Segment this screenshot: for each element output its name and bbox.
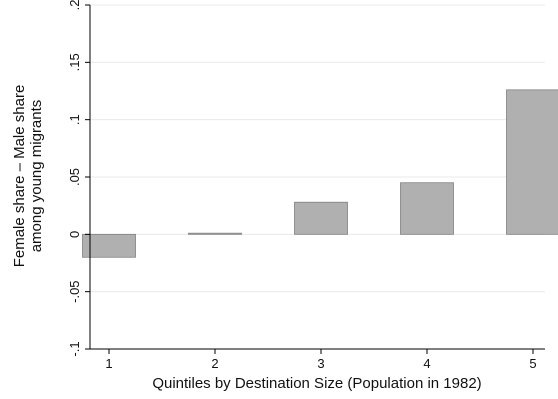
bar-4 bbox=[400, 182, 454, 235]
bar-3 bbox=[294, 201, 348, 235]
bar-1 bbox=[82, 233, 136, 258]
y-tick-label-1: -.05 bbox=[67, 280, 82, 302]
y-axis-title-line-1: Female share – Male share bbox=[11, 85, 28, 268]
y-tick-label-3: .05 bbox=[67, 168, 82, 186]
bar-5 bbox=[506, 89, 558, 235]
x-tick-label-2: 2 bbox=[211, 356, 218, 371]
y-axis-title: Female share – Male share among young mi… bbox=[11, 85, 45, 268]
axes: -.1 -.05 0 .05 .1 .15 .2 1 2 3 4 5 bbox=[67, 0, 545, 371]
x-axis-title: Quintiles by Destination Size (Populatio… bbox=[152, 375, 481, 392]
y-axis-title-line-2: among young migrants bbox=[28, 100, 45, 253]
y-tick-label-4: .1 bbox=[67, 114, 82, 125]
x-tick-label-5: 5 bbox=[529, 356, 536, 371]
x-tick-label-4: 4 bbox=[423, 356, 430, 371]
x-tick-label-1: 1 bbox=[105, 356, 112, 371]
gridlines bbox=[90, 4, 545, 350]
y-tick-label-0: -.1 bbox=[67, 341, 82, 356]
y-tick-label-2: 0 bbox=[67, 231, 82, 238]
y-tick-label-5: .15 bbox=[67, 53, 82, 71]
bars bbox=[82, 89, 558, 258]
x-tick-label-3: 3 bbox=[317, 356, 324, 371]
y-tick-label-6: .2 bbox=[67, 0, 82, 10]
bar-2 bbox=[188, 232, 242, 235]
